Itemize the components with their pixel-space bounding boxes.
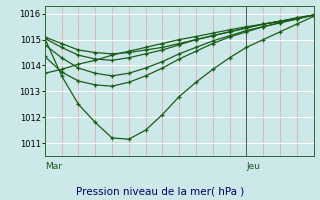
Text: Jeu: Jeu [246,162,260,171]
Text: Pression niveau de la mer( hPa ): Pression niveau de la mer( hPa ) [76,186,244,196]
Text: Mar: Mar [45,162,62,171]
